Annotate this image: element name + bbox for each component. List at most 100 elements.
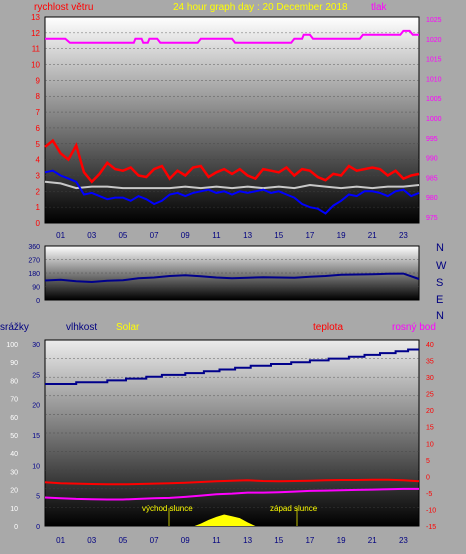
humidity-axis-tick: 0 [14,524,18,531]
direction-axis-tick: 0 [36,298,40,305]
time-axis-tick: 05 [118,231,127,240]
pressure-axis-tick: 990 [426,156,438,163]
rain-axis-tick: 10 [32,463,40,470]
humidity-axis-tick: 40 [10,451,18,458]
rain-axis-tick: 0 [36,524,40,531]
direction-axis-tick: 270 [28,258,40,265]
wind-axis-tick: 8 [36,92,41,101]
wind-axis-tick: 2 [36,187,41,196]
humidity-axis-tick: 60 [10,415,18,422]
temperature-axis-tick: 20 [426,408,434,415]
wind-direction-series [44,272,420,284]
temperature-axis-tick: 25 [426,392,434,399]
rain-label: srážky [0,322,29,333]
time-axis-tick: 11 [212,536,221,545]
humidity-axis-tick: 70 [10,397,18,404]
time-axis-tick: 09 [181,536,190,545]
pressure-axis-tick: 980 [426,195,438,202]
temperature-axis-tick: 40 [426,342,434,349]
time-axis-tick: 19 [337,536,346,545]
temperature-axis-tick: -5 [426,491,432,498]
humidity-axis-tick: 90 [10,360,18,367]
time-axis-tick: 03 [87,231,96,240]
temperature-axis-tick: 10 [426,441,434,448]
direction-axis-tick: 360 [28,244,40,251]
time-axis-tick: 03 [87,536,96,545]
solar-series [194,514,256,526]
temperature-axis-tick: 15 [426,425,434,432]
compass-s: S [436,277,443,289]
time-axis-tick: 21 [368,536,377,545]
pressure-axis-tick: 1000 [426,116,442,123]
humidity-axis-tick: 50 [10,433,18,440]
time-axis-tick: 17 [305,231,314,240]
pressure-series [45,29,419,44]
direction-plot-area [44,245,420,301]
time-axis-tick: 13 [243,231,252,240]
time-axis-tick: 15 [274,536,283,545]
temperature-label: teplota [313,322,343,333]
pressure-axis-tick: 1005 [426,96,442,103]
solar-label: Solar [116,322,140,333]
wind-speed-label: rychlost větru [34,2,93,13]
wind-axis-tick: 6 [36,124,41,133]
rain-axis-tick: 15 [32,433,40,440]
temperature-axis-tick: 5 [426,458,430,465]
wind-axis-tick: 1 [36,203,41,212]
wind-average-series [44,180,420,190]
time-axis-tick: 17 [305,536,314,545]
compass-labels: N W S E N [436,242,447,322]
wind-axis-tick: 7 [36,108,41,117]
temperature-axis-tick: 30 [426,375,434,382]
humidity-axis-tick: 80 [10,378,18,385]
temperature-axis-tick: -15 [426,524,436,531]
pressure-axis-tick: 985 [426,175,438,182]
sunrise-annotation: východ slunce [142,504,193,513]
compass-e: E [436,294,443,306]
time-axis-tick: 11 [212,231,221,240]
time-axis-tick: 19 [337,231,346,240]
compass-n-top: N [436,242,444,254]
humidity-axis-tick: 20 [10,488,18,495]
time-axis-tick: 13 [243,536,252,545]
pressure-axis-tick: 1015 [426,57,442,64]
humidity-axis-tick: 30 [10,469,18,476]
gust-series [44,138,420,184]
time-axis-tick: 05 [118,536,127,545]
time-axis-tick: 01 [56,536,65,545]
time-axis-tick: 01 [56,231,65,240]
time-axis-tick: 21 [368,231,377,240]
rain-axis-tick: 20 [32,403,40,410]
compass-w: W [436,260,447,272]
wind-axis-tick: 13 [31,13,40,22]
rain-axis-tick: 30 [32,342,40,349]
pressure-axis-tick: 1020 [426,37,442,44]
temperature-axis-tick: 35 [426,359,434,366]
humidity-label: vlhkost [66,322,97,333]
time-axis-tick: 23 [399,536,408,545]
time-axis-tick: 09 [181,231,190,240]
wind-axis-tick: 11 [32,45,41,54]
compass-n-bottom: N [436,310,444,322]
wind-direction-panel: 0 90 180 270 360 [28,244,420,305]
rain-axis-tick: 25 [32,372,40,379]
wind-axis-tick: 4 [36,156,41,165]
dewpoint-series [44,487,419,501]
humidity-axis-tick: 100 [6,342,18,349]
time-axis-tick: 23 [399,231,408,240]
temperature-axis-tick: 0 [426,474,430,481]
dewpoint-label: rosný bod [392,322,436,333]
direction-axis-tick: 180 [28,271,40,278]
pressure-axis-tick: 1010 [426,76,442,83]
wind-speed-series [44,169,420,215]
wind-axis-tick: 0 [36,219,41,228]
pressure-label: tlak [371,2,388,13]
humidity-series [45,348,419,385]
rain-axis-tick: 5 [36,494,40,501]
pressure-axis-tick: 975 [426,215,438,222]
time-axis-tick: 15 [274,231,283,240]
humidity-axis-tick: 10 [10,506,18,513]
temperature-axis-tick: -10 [426,507,436,514]
